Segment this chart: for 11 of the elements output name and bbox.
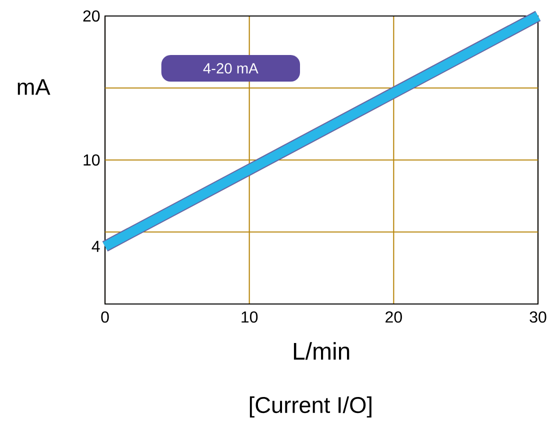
y-tick-label: 20 <box>83 10 100 22</box>
annotation: 4-20 mA <box>203 63 258 74</box>
x-tick-label: 0 <box>101 311 109 323</box>
text: [Current I/O] <box>250 396 372 418</box>
y-tick-label: 10 <box>84 154 100 166</box>
x-tick-label: 20 <box>386 311 402 323</box>
x-tick-label: 10 <box>242 311 258 323</box>
x-tick-label: 30 <box>530 311 546 323</box>
y-tick-label: 4 <box>92 240 100 252</box>
y-axis-title: mA <box>18 79 50 95</box>
x-axis-title: L/min <box>294 342 350 360</box>
